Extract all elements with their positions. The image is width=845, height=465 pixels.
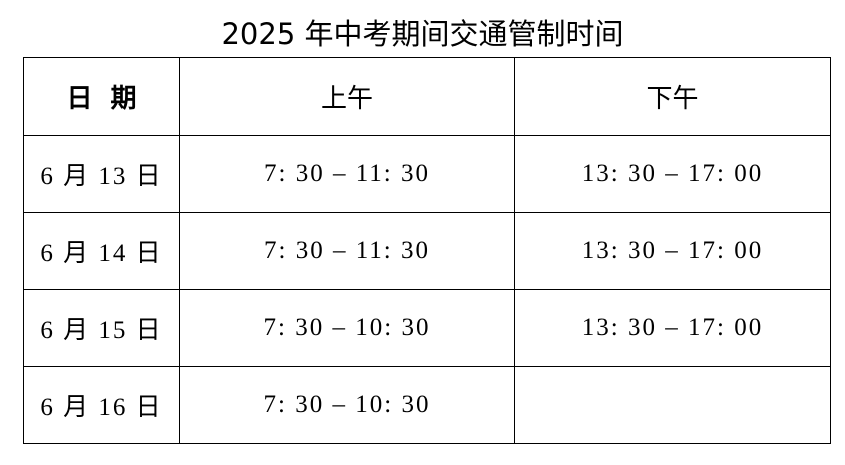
header-afternoon: 下午	[514, 57, 831, 136]
cell-afternoon: 13: 30 – 17: 00	[514, 212, 831, 290]
cell-date: 6 月 16 日	[23, 366, 180, 444]
cell-morning: 7: 30 – 10: 30	[179, 366, 515, 444]
table-row: 6 月 13 日 7: 30 – 11: 30 13: 30 – 17: 00	[23, 135, 831, 213]
page-title: 2025 年中考期间交通管制时间	[221, 17, 624, 51]
table-row: 6 月 15 日 7: 30 – 10: 30 13: 30 – 17: 00	[23, 289, 831, 367]
header-date: 日 期	[23, 57, 180, 136]
table-header-row: 日 期 上午 下午	[23, 57, 831, 136]
cell-date: 6 月 15 日	[23, 289, 180, 367]
cell-afternoon: 13: 30 – 17: 00	[514, 135, 831, 213]
table-row: 6 月 16 日 7: 30 – 10: 30	[23, 366, 831, 444]
cell-afternoon: 13: 30 – 17: 00	[514, 289, 831, 367]
traffic-control-table: 日 期 上午 下午 6 月 13 日 7: 30 – 11: 30 13: 30…	[23, 57, 831, 444]
cell-morning: 7: 30 – 10: 30	[179, 289, 515, 367]
cell-morning: 7: 30 – 11: 30	[179, 135, 515, 213]
cell-afternoon	[514, 366, 831, 444]
header-morning: 上午	[179, 57, 515, 136]
cell-morning: 7: 30 – 11: 30	[179, 212, 515, 290]
cell-date: 6 月 14 日	[23, 212, 180, 290]
cell-date: 6 月 13 日	[23, 135, 180, 213]
table-row: 6 月 14 日 7: 30 – 11: 30 13: 30 – 17: 00	[23, 212, 831, 290]
